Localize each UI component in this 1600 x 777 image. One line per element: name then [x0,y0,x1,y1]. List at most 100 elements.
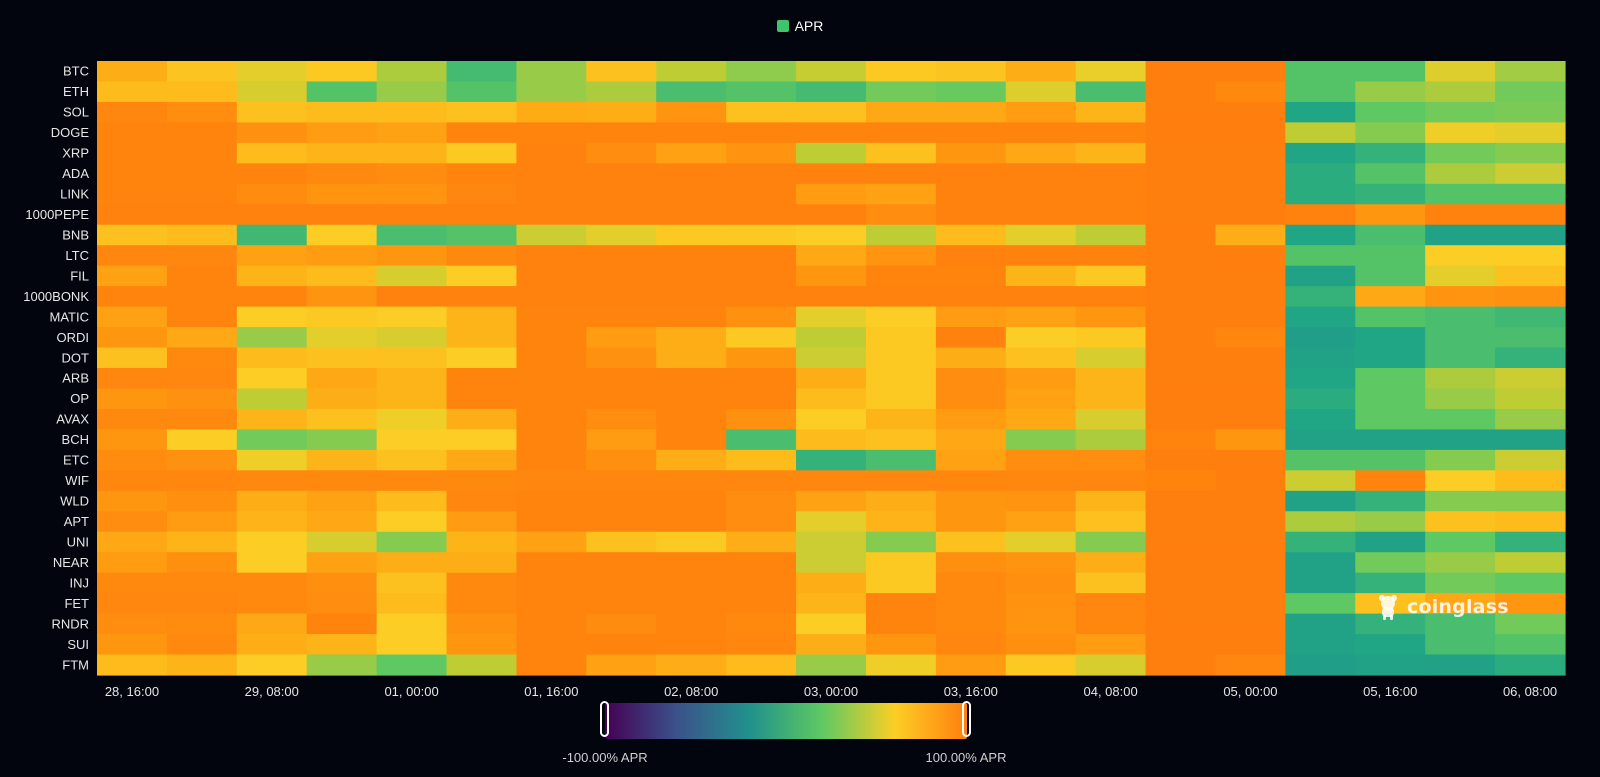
heatmap-cell[interactable] [1425,265,1496,287]
heatmap-cell[interactable] [306,531,378,553]
heatmap-cell[interactable] [1425,449,1496,471]
heatmap-cell[interactable] [1215,327,1286,349]
heatmap-cell[interactable] [1075,245,1147,267]
heatmap-cell[interactable] [516,634,587,656]
heatmap-cell[interactable] [166,613,238,635]
heatmap-cell[interactable] [1425,634,1496,656]
heatmap-cell[interactable] [97,327,168,349]
heatmap-cell[interactable] [796,449,867,471]
heatmap-cell[interactable] [1075,531,1147,553]
heatmap-cell[interactable] [236,347,308,369]
heatmap-cell[interactable] [586,470,657,492]
heatmap-cell[interactable] [166,327,238,349]
heatmap-cell[interactable] [935,429,1007,451]
heatmap-cell[interactable] [166,429,238,451]
heatmap-cell[interactable] [516,81,587,103]
heatmap-cell[interactable] [1495,204,1566,226]
heatmap-cell[interactable] [1005,122,1077,144]
heatmap-cell[interactable] [1005,654,1077,676]
heatmap-cell[interactable] [1285,327,1356,349]
heatmap-cell[interactable] [1425,511,1496,533]
heatmap-cell[interactable] [1075,101,1147,123]
heatmap-cell[interactable] [446,634,518,656]
heatmap-cell[interactable] [306,224,378,246]
heatmap-cell[interactable] [166,306,238,328]
heatmap-cell[interactable] [726,61,797,83]
heatmap-cell[interactable] [1495,245,1566,267]
heatmap-cell[interactable] [1145,490,1217,512]
heatmap-cell[interactable] [1285,183,1356,205]
heatmap-cell[interactable] [935,572,1007,594]
heatmap-cell[interactable] [97,552,168,574]
heatmap-cell[interactable] [1075,163,1147,185]
heatmap-cell[interactable] [1285,654,1356,676]
heatmap-cell[interactable] [935,327,1007,349]
heatmap-cell[interactable] [1145,61,1217,83]
heatmap-cell[interactable] [1005,449,1077,471]
heatmap-cell[interactable] [166,408,238,430]
heatmap-cell[interactable] [1075,306,1147,328]
heatmap-cell[interactable] [1005,81,1077,103]
heatmap-cell[interactable] [236,408,308,430]
heatmap-cell[interactable] [376,204,448,226]
heatmap-cell[interactable] [1285,490,1356,512]
heatmap-cell[interactable] [1145,306,1217,328]
heatmap-cell[interactable] [1145,572,1217,594]
heatmap-cell[interactable] [1355,429,1426,451]
heatmap-cell[interactable] [516,183,587,205]
heatmap-cell[interactable] [865,593,937,615]
heatmap-cell[interactable] [97,449,168,471]
heatmap-cell[interactable] [726,552,797,574]
heatmap-cell[interactable] [166,511,238,533]
heatmap-cell[interactable] [726,634,797,656]
heatmap-cell[interactable] [516,101,587,123]
heatmap-cell[interactable] [656,388,727,410]
heatmap-cell[interactable] [586,347,657,369]
heatmap-cell[interactable] [865,122,937,144]
heatmap-cell[interactable] [865,101,937,123]
heatmap-cell[interactable] [1075,593,1147,615]
heatmap-cell[interactable] [656,327,727,349]
heatmap-cell[interactable] [656,183,727,205]
heatmap-cell[interactable] [796,531,867,553]
heatmap-cell[interactable] [1215,61,1286,83]
heatmap-cell[interactable] [726,531,797,553]
heatmap-cell[interactable] [376,327,448,349]
heatmap-cell[interactable] [1215,552,1286,574]
heatmap-cell[interactable] [726,449,797,471]
heatmap-cell[interactable] [796,470,867,492]
heatmap-cell[interactable] [376,122,448,144]
heatmap-cell[interactable] [1005,183,1077,205]
heatmap-cell[interactable] [1145,163,1217,185]
heatmap-cell[interactable] [1075,142,1147,164]
heatmap-cell[interactable] [516,572,587,594]
heatmap-cell[interactable] [376,388,448,410]
heatmap-cell[interactable] [306,368,378,390]
heatmap-cell[interactable] [516,470,587,492]
heatmap-cell[interactable] [1495,306,1566,328]
heatmap-cell[interactable] [97,204,168,226]
heatmap-cell[interactable] [1285,81,1356,103]
heatmap-cell[interactable] [516,388,587,410]
heatmap-cell[interactable] [865,183,937,205]
heatmap-cell[interactable] [1145,408,1217,430]
heatmap-cell[interactable] [796,388,867,410]
heatmap-cell[interactable] [1285,245,1356,267]
heatmap-cell[interactable] [1285,634,1356,656]
heatmap-cell[interactable] [935,634,1007,656]
heatmap-cell[interactable] [726,368,797,390]
heatmap-cell[interactable] [97,572,168,594]
heatmap-cell[interactable] [376,552,448,574]
heatmap-cell[interactable] [306,101,378,123]
heatmap-cell[interactable] [656,408,727,430]
heatmap-cell[interactable] [1425,408,1496,430]
heatmap-cell[interactable] [446,408,518,430]
heatmap-cell[interactable] [1005,613,1077,635]
heatmap-cell[interactable] [97,490,168,512]
heatmap-cell[interactable] [656,572,727,594]
heatmap-cell[interactable] [446,429,518,451]
heatmap-cell[interactable] [236,306,308,328]
heatmap-cell[interactable] [1495,388,1566,410]
heatmap-cell[interactable] [306,183,378,205]
heatmap-cell[interactable] [1425,204,1496,226]
